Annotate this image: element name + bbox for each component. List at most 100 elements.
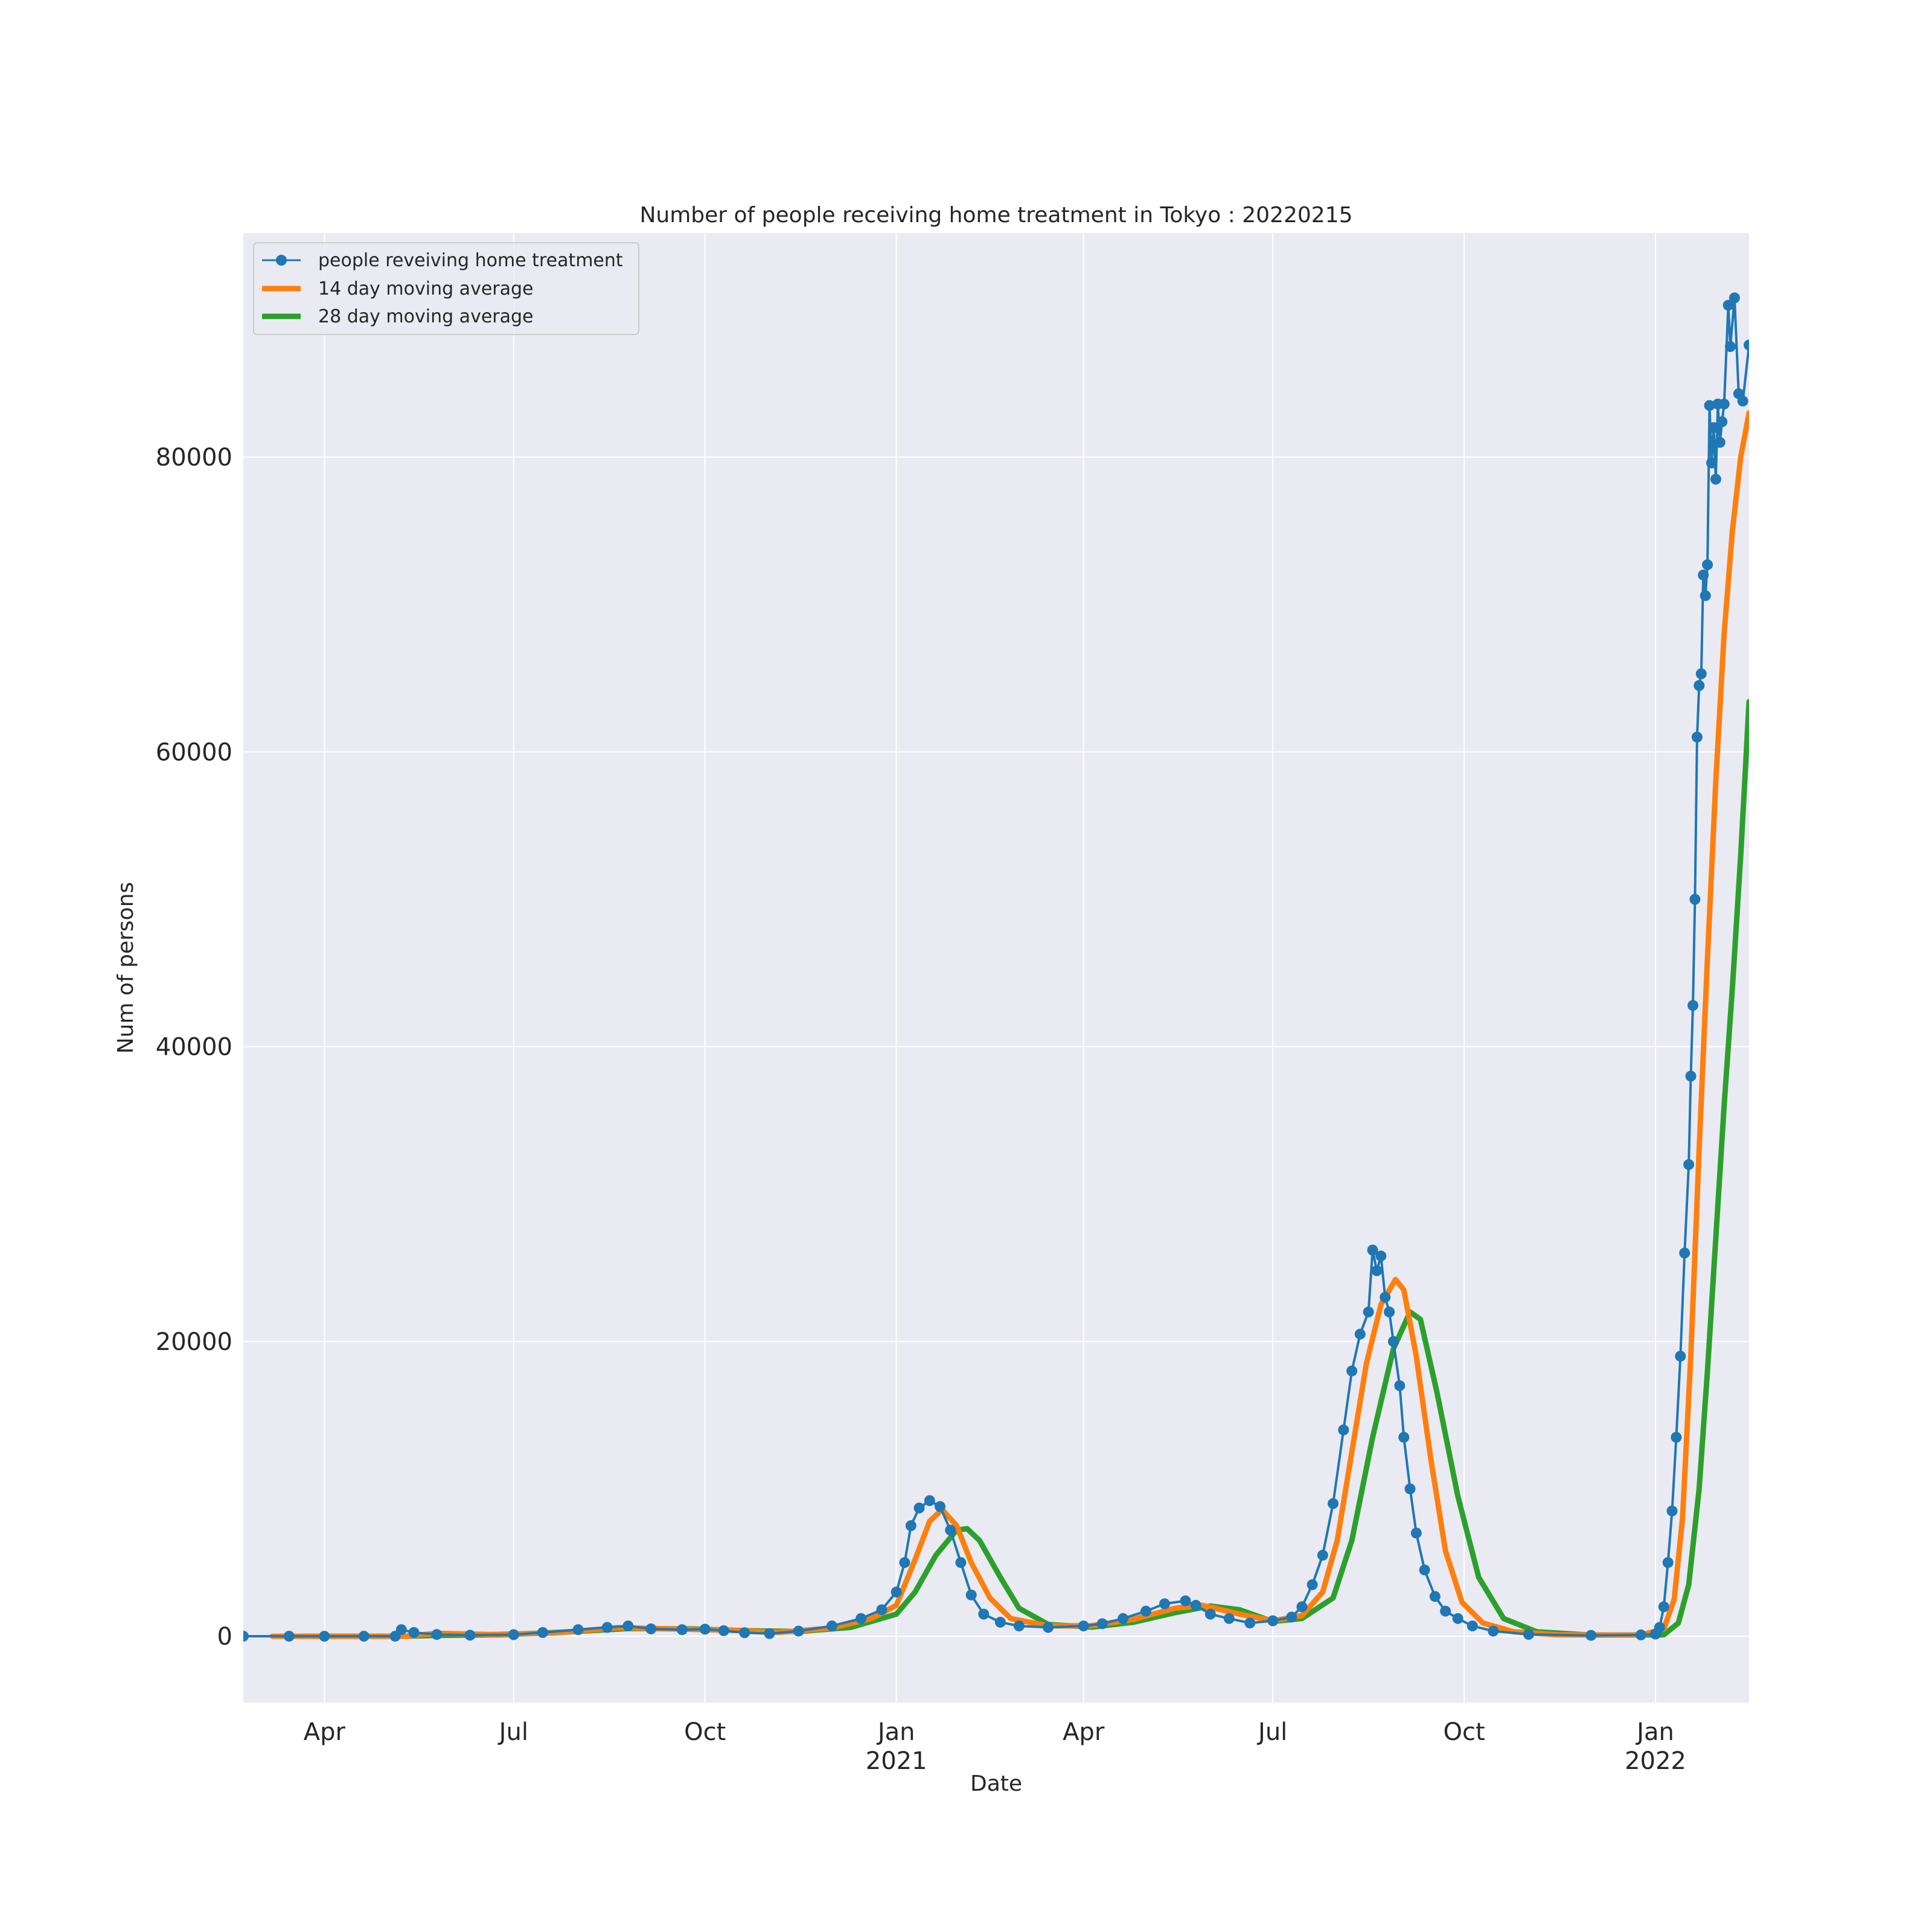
data-point <box>676 1624 688 1636</box>
data-point <box>1488 1625 1499 1637</box>
series-group <box>243 292 1749 1642</box>
data-point <box>1043 1622 1054 1633</box>
data-point <box>1118 1613 1129 1624</box>
data-point <box>1718 398 1730 410</box>
legend-marker-people <box>276 255 287 266</box>
data-point <box>1585 1630 1597 1641</box>
data-point <box>1722 299 1734 311</box>
data-point <box>1658 1601 1669 1613</box>
x-tick-year-label: 2022 <box>1625 1747 1686 1775</box>
x-tick-label: Oct <box>1443 1718 1485 1746</box>
data-point <box>1725 341 1736 352</box>
y-axis-title: Num of persons <box>114 882 138 1054</box>
data-point <box>1223 1613 1235 1624</box>
series-markers <box>243 292 1749 1642</box>
data-point <box>1710 473 1721 485</box>
data-point <box>1683 1159 1695 1170</box>
data-point <box>1244 1617 1256 1629</box>
data-point <box>1190 1599 1201 1611</box>
data-point <box>1744 339 1749 351</box>
x-tick-label: Jul <box>497 1718 528 1746</box>
x-tick-label: Apr <box>304 1718 346 1746</box>
x-tick-label: Jul <box>1256 1718 1287 1746</box>
data-point <box>876 1604 888 1616</box>
data-point <box>1267 1615 1279 1627</box>
grid <box>243 233 1749 1703</box>
data-point <box>1440 1605 1451 1617</box>
data-point <box>1698 569 1709 581</box>
data-point <box>718 1625 729 1636</box>
data-point <box>1296 1601 1308 1613</box>
legend-frame <box>253 242 639 335</box>
data-point <box>945 1524 956 1536</box>
data-point <box>1635 1629 1646 1640</box>
data-point <box>1354 1328 1366 1340</box>
data-point <box>408 1627 420 1638</box>
data-point <box>1704 400 1715 411</box>
data-point <box>856 1613 867 1624</box>
data-point <box>1078 1620 1089 1632</box>
data-point <box>1363 1307 1374 1317</box>
x-axis-title: Date <box>970 1771 1022 1796</box>
data-point <box>1679 1247 1690 1259</box>
chart-title: Number of people receiving home treatmen… <box>639 203 1352 228</box>
data-point <box>793 1625 804 1637</box>
data-point <box>1706 457 1717 469</box>
data-point <box>1328 1498 1339 1509</box>
data-point <box>1380 1291 1391 1303</box>
data-point <box>1180 1595 1191 1607</box>
data-point <box>1700 590 1711 601</box>
data-point <box>645 1623 657 1634</box>
data-point <box>1410 1527 1422 1539</box>
data-point <box>1346 1365 1358 1377</box>
data-point <box>1394 1380 1406 1392</box>
data-point <box>1375 1250 1387 1262</box>
data-point <box>1714 437 1726 448</box>
y-tick-label: 0 <box>217 1623 232 1651</box>
data-point <box>537 1627 548 1638</box>
y-tick-label: 20000 <box>156 1328 232 1356</box>
data-point <box>622 1620 634 1632</box>
y-axis-ticks: 0 20000 40000 60000 80000 <box>156 444 232 1651</box>
data-point <box>1387 1335 1399 1347</box>
data-point <box>955 1557 967 1569</box>
data-point <box>431 1629 443 1640</box>
data-point <box>243 1631 249 1642</box>
data-point <box>1398 1431 1410 1443</box>
data-point <box>1523 1629 1534 1640</box>
data-point <box>283 1631 295 1642</box>
data-point <box>508 1629 519 1640</box>
data-point <box>464 1630 476 1641</box>
data-point <box>1404 1483 1416 1494</box>
data-point <box>905 1520 916 1531</box>
legend-label-people: people reveiving home treatment <box>318 250 623 271</box>
data-point <box>891 1586 902 1598</box>
data-point <box>1685 1070 1697 1082</box>
x-tick-label: Jan <box>1635 1718 1674 1746</box>
data-point <box>1307 1579 1318 1590</box>
legend-label-ma14: 14 day moving average <box>318 278 534 299</box>
data-point <box>1662 1557 1674 1569</box>
data-point <box>978 1608 990 1620</box>
x-tick-label: Jan <box>876 1718 915 1746</box>
data-point <box>1159 1598 1170 1610</box>
y-tick-label: 60000 <box>156 738 232 766</box>
data-point <box>924 1495 935 1506</box>
data-point <box>913 1502 925 1514</box>
data-point <box>899 1557 910 1569</box>
data-point <box>1654 1622 1665 1633</box>
data-point <box>1371 1265 1383 1276</box>
data-point <box>1675 1351 1686 1362</box>
data-point <box>1204 1608 1216 1620</box>
data-point <box>1096 1618 1108 1630</box>
data-point <box>764 1628 775 1639</box>
data-point <box>739 1627 750 1639</box>
y-tick-label: 80000 <box>156 444 232 472</box>
legend-label-ma28: 28 day moving average <box>318 306 534 327</box>
data-point <box>699 1623 711 1635</box>
data-point <box>1140 1605 1151 1617</box>
data-point <box>935 1501 945 1512</box>
legend: people reveiving home treatment 14 day m… <box>253 242 639 335</box>
data-point <box>1694 680 1705 691</box>
